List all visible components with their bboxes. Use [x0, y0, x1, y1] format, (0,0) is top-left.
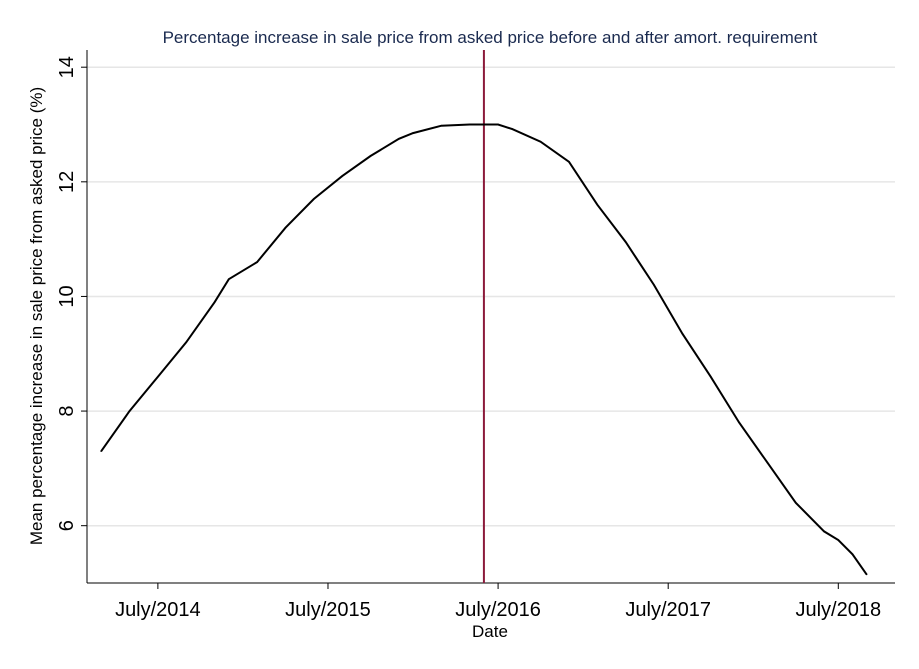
y-ticks: 6 8 10 12 14	[56, 56, 87, 531]
y-tick-label: 10	[56, 285, 78, 307]
data-point	[157, 375, 159, 378]
data-point	[256, 261, 258, 263]
x-tick-label: July/2014	[115, 599, 201, 621]
data-point	[313, 198, 315, 200]
data-point	[794, 501, 797, 504]
x-tick-label: July/2017	[625, 599, 711, 621]
chart-title: Percentage increase in sale price from a…	[163, 28, 818, 47]
data-point	[341, 175, 343, 177]
data-point	[865, 573, 868, 576]
x-tick-label: July/2015	[285, 599, 371, 621]
x-axis-label: Date	[472, 622, 508, 641]
data-point	[539, 140, 542, 143]
y-tick-label: 12	[56, 171, 78, 193]
y-tick-label: 14	[56, 56, 78, 78]
data-point	[596, 203, 599, 206]
data-point	[738, 421, 740, 424]
data-point	[284, 226, 287, 229]
data-point	[440, 124, 443, 127]
data-point	[213, 301, 216, 303]
x-tick-label: July/2016	[455, 599, 541, 621]
data-point	[185, 341, 188, 344]
data-point	[823, 530, 825, 533]
y-tick-label: 6	[56, 520, 78, 531]
gridlines	[87, 66, 895, 527]
data-point	[227, 278, 230, 281]
data-point	[497, 123, 499, 126]
data-point	[653, 284, 655, 286]
data-point	[766, 461, 769, 464]
y-axis-label: Mean percentage increase in sale price f…	[27, 87, 46, 545]
x-tick-label: July/2018	[795, 599, 881, 621]
data-point	[681, 332, 684, 335]
x-ticks: July/2014 July/2015 July/2016 July/2017 July…	[115, 583, 881, 621]
y-tick-label: 8	[56, 406, 78, 417]
data-point	[398, 138, 400, 140]
series-points	[100, 123, 868, 576]
data-point	[837, 539, 840, 541]
data-point	[851, 553, 854, 556]
data-point	[369, 155, 372, 157]
data-point	[709, 375, 712, 378]
data-point	[468, 123, 471, 126]
data-point	[511, 128, 514, 130]
data-point	[568, 160, 570, 163]
data-point	[412, 132, 414, 134]
data-point	[100, 450, 102, 452]
data-point	[128, 410, 131, 412]
data-point	[624, 241, 627, 243]
